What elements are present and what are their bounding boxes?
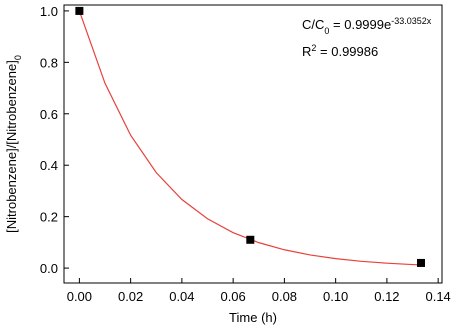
data-point: [246, 235, 255, 244]
x-tick-label: 0.02: [118, 289, 143, 304]
x-tick-label: 0.06: [220, 289, 245, 304]
x-tick-label: 0.10: [323, 289, 348, 304]
annotation: C/C0 = 0.9999e-33.0352x: [302, 16, 432, 36]
plot-frame: [63, 4, 443, 284]
x-tick-label: 0.08: [272, 289, 297, 304]
x-tick-label: 0.00: [67, 289, 92, 304]
y-tick-label: 1.0: [40, 4, 58, 19]
data-point: [75, 6, 84, 15]
annotation-part: 0: [324, 26, 329, 36]
x-tick-label: 0.14: [425, 289, 450, 304]
annotation-part: C/C: [302, 17, 324, 32]
x-axis-label: Time (h): [229, 310, 277, 325]
annotation-part: R: [302, 44, 311, 59]
y-tick-label: 0.6: [40, 107, 58, 122]
x-tick-label: 0.04: [169, 289, 194, 304]
annotation-part: 2: [311, 43, 316, 53]
annotation-part: = 0.9999e: [329, 17, 391, 32]
x-tick-label: 0.12: [374, 289, 399, 304]
y-axis-label-part: [Nitrobenzene]/[Nitrobenzene]: [4, 60, 19, 233]
annotation: R2 = 0.99986: [302, 43, 378, 59]
y-axis-label: [Nitrobenzene]/[Nitrobenzene]0: [4, 55, 23, 233]
annotation-part: -33.0352x: [391, 16, 432, 26]
annotation-part: = 0.99986: [316, 44, 378, 59]
fit-curve: [78, 10, 422, 266]
y-tick-label: 0.4: [40, 158, 58, 173]
y-tick-label: 0.8: [40, 55, 58, 70]
y-tick-label: 0.2: [40, 210, 58, 225]
y-axis-label-part: 0: [13, 55, 23, 60]
y-tick-label: 0.0: [40, 261, 58, 276]
data-point: [416, 258, 425, 267]
